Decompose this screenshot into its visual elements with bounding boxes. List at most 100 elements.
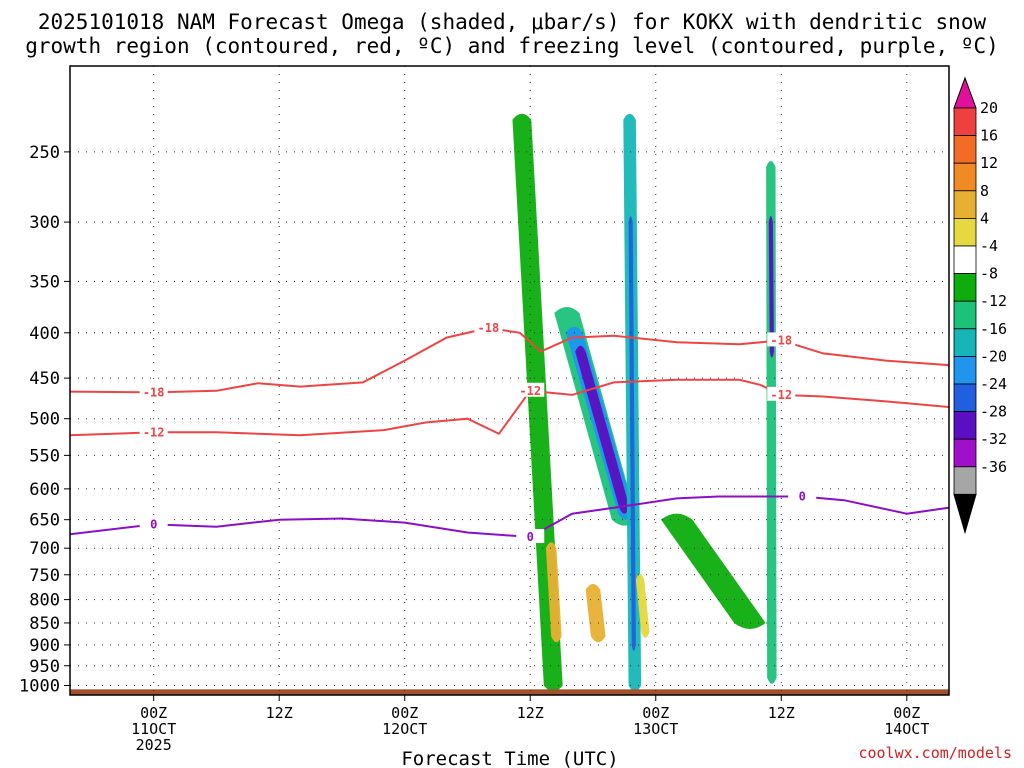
colorbar-arrow-top	[953, 76, 977, 109]
dgz-contour	[70, 326, 949, 394]
omega-region	[660, 513, 766, 629]
y-tick-label: 600	[29, 480, 60, 500]
contour-label: -18	[143, 385, 165, 399]
colorbar-segment	[953, 245, 977, 275]
omega-region	[575, 345, 630, 514]
x-tick-label: 12Z	[768, 704, 795, 722]
y-tick-label: 1000	[19, 676, 60, 696]
plot-background	[70, 66, 949, 695]
colorbar-segment	[953, 190, 977, 219]
x-tick-label: 00Z	[391, 704, 418, 722]
colorbar-segment	[953, 135, 977, 164]
colorbar-segment	[953, 438, 977, 468]
colorbar-segment	[953, 300, 977, 330]
contour-label: -12	[519, 384, 541, 398]
y-tick-label: 750	[29, 566, 60, 586]
colorbar-segment	[953, 328, 977, 357]
temperature-contours: -18 -18 -18 -12 -12 -12 0 0 0	[70, 319, 949, 544]
omega-region	[768, 216, 774, 358]
chart-title-line-2: growth region (contoured, red, ºC) and f…	[25, 34, 999, 58]
ground-surface	[70, 689, 949, 695]
colorbar-label: -16	[980, 320, 1007, 338]
x-tick-label: 2025	[136, 736, 172, 754]
y-tick-label: 350	[29, 272, 60, 292]
contour-label: -18	[478, 321, 500, 335]
colorbar-segment	[953, 466, 977, 495]
colorbar-segment	[953, 383, 977, 413]
x-tick-label: 12Z	[266, 704, 293, 722]
y-tick-label: 950	[29, 657, 60, 677]
omega-region	[545, 542, 562, 643]
x-tick-label: 00Z	[642, 704, 669, 722]
colorbar-segment	[953, 217, 977, 247]
colorbar-segment	[953, 355, 977, 385]
y-tick-label: 250	[29, 143, 60, 163]
y-tick-label: 650	[29, 511, 60, 531]
contour-label-bg	[767, 332, 796, 347]
contour-label-bg	[139, 424, 168, 439]
contour-label-bg	[139, 516, 168, 531]
dgz-contour	[70, 378, 949, 437]
colorbar-label: -36	[980, 458, 1007, 476]
contour-label: -18	[770, 333, 792, 347]
grid-lines	[70, 66, 949, 695]
contour-label-bg	[788, 488, 817, 503]
x-tick-label: 11OCT	[131, 720, 176, 738]
colorbar-label: 8	[980, 182, 989, 200]
x-tick-label: 12OCT	[382, 720, 427, 738]
contour-label-bg	[516, 529, 545, 544]
contour-label-bg	[139, 384, 168, 399]
site-credit: coolwx.com/models	[858, 744, 1012, 762]
ground-fill	[70, 689, 949, 695]
contour-label: -12	[143, 425, 165, 439]
colorbar-label: 20	[980, 99, 998, 117]
x-axis-label: Forecast Time (UTC)	[401, 748, 618, 768]
contour-label-bg	[474, 319, 503, 334]
colorbar-label: 12	[980, 154, 998, 172]
y-tick-label: 900	[29, 636, 60, 656]
x-tick-label: 00Z	[893, 704, 920, 722]
plot-border	[69, 65, 950, 696]
colorbar-segment	[953, 411, 977, 440]
omega-region	[585, 583, 606, 643]
colorbar-label: 4	[980, 209, 989, 227]
y-tick-label: 700	[29, 539, 60, 559]
contour-label: 0	[150, 517, 157, 531]
colorbar-label: -20	[980, 347, 1007, 365]
colorbar-segment	[953, 162, 977, 192]
x-tick-label: 12Z	[517, 704, 544, 722]
y-tick-label: 500	[29, 410, 60, 430]
y-tick-label: 850	[29, 614, 60, 634]
omega-colorbar: 20 16 12 8 4 -4 -8 -12 -16 -20 -24 -28 -32 -36	[953, 76, 1007, 535]
y-tick-label: 450	[29, 369, 60, 389]
contour-label: 0	[799, 489, 806, 503]
omega-region	[628, 216, 636, 651]
colorbar-label: -8	[980, 265, 998, 283]
y-tick-label: 800	[29, 591, 60, 611]
y-tick-label: 400	[29, 324, 60, 344]
colorbar-segment	[953, 107, 977, 137]
contour-label: -12	[770, 388, 792, 402]
colorbar-label: 16	[980, 127, 998, 145]
colorbar-arrow-bottom	[953, 493, 977, 535]
x-tick-label: 13OCT	[633, 720, 678, 738]
plot-area	[70, 66, 949, 695]
colorbar-segment	[953, 273, 977, 302]
omega-shading	[512, 113, 777, 692]
chart-title-line-1: 2025101018 NAM Forecast Omega (shaded, μ…	[37, 10, 987, 34]
pressure-axis: 2503003504004505005506006507007508008509…	[19, 143, 70, 696]
colorbar-label: -24	[980, 375, 1007, 393]
y-tick-label: 300	[29, 213, 60, 233]
y-tick-label: 550	[29, 446, 60, 466]
colorbar-label: -4	[980, 237, 998, 255]
omega-region	[766, 160, 777, 684]
freezing-level-contour	[70, 495, 949, 539]
x-tick-label: 14OCT	[884, 720, 929, 738]
contour-label: 0	[527, 530, 534, 544]
colorbar-label: -32	[980, 430, 1007, 448]
contour-label-bg	[767, 386, 796, 401]
colorbar-label: -28	[980, 403, 1007, 421]
contour-label-bg	[516, 382, 545, 397]
